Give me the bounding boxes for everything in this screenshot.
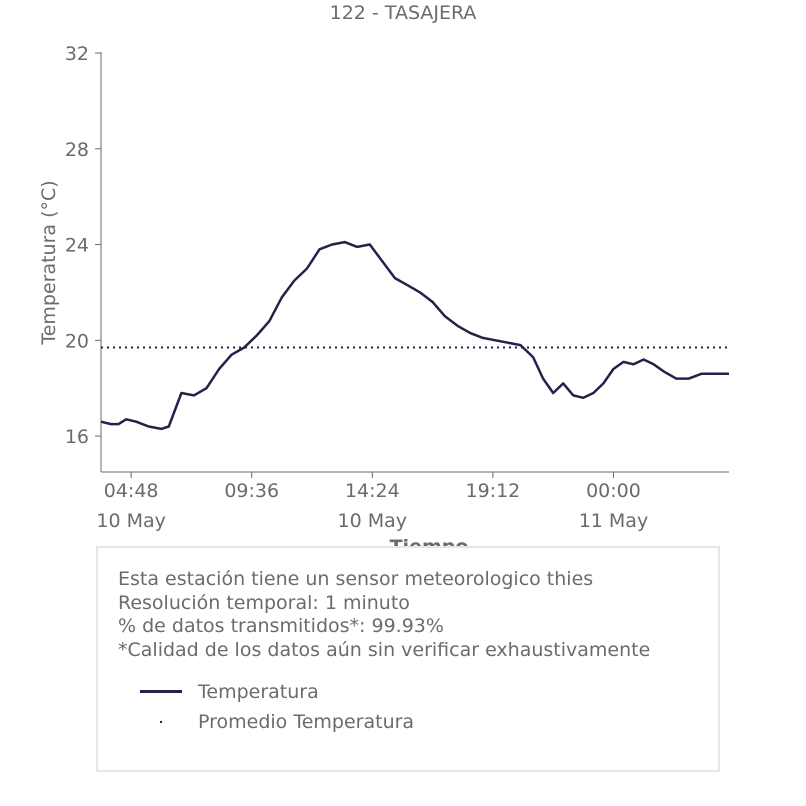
x-tick-label: 09:36 xyxy=(224,480,279,502)
x-tick-label: 00:00 xyxy=(586,480,641,502)
x-tick-date-label: 10 May xyxy=(96,510,166,532)
info-line-transmitted: % de datos transmitidos*: 99.93% xyxy=(118,615,444,637)
legend-entry-temperatura: Temperatura xyxy=(138,680,319,704)
info-line-sensor: Esta estación tiene un sensor meteorolog… xyxy=(118,568,594,590)
info-line-resolution: Resolución temporal: 1 minuto xyxy=(118,591,410,614)
x-tick-label: 04:48 xyxy=(104,480,159,502)
info-line-quality-note: *Calidad de los datos aún sin verificar … xyxy=(118,638,651,661)
legend-label-temperatura: Temperatura xyxy=(198,681,319,703)
info-legend-box: Esta estación tiene un sensor meteorolog… xyxy=(96,546,720,772)
x-tick-date-label: 11 May xyxy=(579,510,649,532)
legend-dot-icon xyxy=(138,710,184,734)
temperature-series-line xyxy=(100,240,729,431)
x-tick-label: 14:24 xyxy=(345,480,400,502)
legend-entry-promedio: Promedio Temperatura xyxy=(138,710,414,734)
y-tick-label: 24 xyxy=(65,235,89,257)
y-axis-label: Temperatura (°C) xyxy=(38,180,60,345)
legend-line-icon xyxy=(138,680,184,704)
x-tick-label: 19:12 xyxy=(465,480,520,502)
y-tick-label: 16 xyxy=(65,426,89,448)
temperature-chart: 16 20 24 28 32 04:48 10 May 09:36 14:24 10 May 19:… xyxy=(38,43,729,558)
x-tick-date-label: 10 May xyxy=(338,510,408,532)
station-info: Esta estación tiene un sensor meteorolog… xyxy=(118,568,650,662)
y-tick-label: 20 xyxy=(65,330,89,352)
chart-title: 122 - TASAJERA xyxy=(329,2,477,24)
legend-label-promedio: Promedio Temperatura xyxy=(198,711,415,733)
y-tick-label: 28 xyxy=(65,139,89,161)
y-tick-label: 32 xyxy=(65,43,89,65)
